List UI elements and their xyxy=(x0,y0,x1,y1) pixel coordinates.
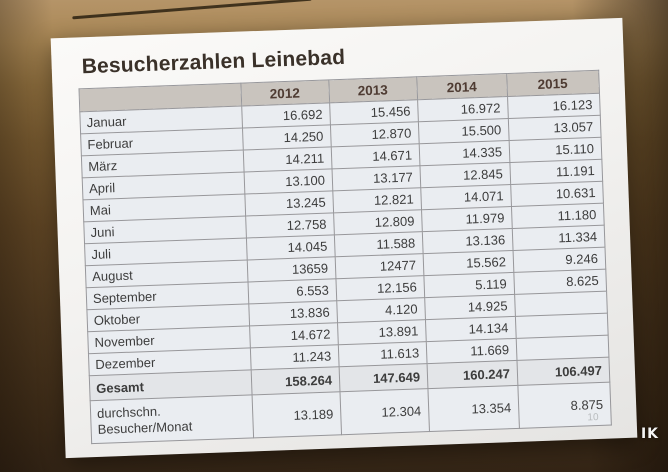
value-cell: 12.845 xyxy=(419,162,511,188)
average-value-2013: 12.304 xyxy=(339,388,430,435)
total-value-2015: 106.497 xyxy=(516,357,610,386)
value-cell: 14.671 xyxy=(331,143,420,169)
value-cell: 13.245 xyxy=(244,190,334,217)
value-cell: 12.821 xyxy=(332,187,422,213)
value-cell: 11.613 xyxy=(338,341,428,367)
value-cell: 12.809 xyxy=(333,209,423,235)
value-cell: 14.071 xyxy=(420,184,512,210)
total-value-2014: 160.247 xyxy=(427,360,518,389)
value-cell: 4.120 xyxy=(336,297,426,323)
value-cell: 14.250 xyxy=(242,124,332,151)
value-cell: 15.500 xyxy=(418,118,510,144)
value-cell: 16.692 xyxy=(241,102,331,129)
value-cell: 11.243 xyxy=(250,344,340,370)
value-cell: 13.100 xyxy=(244,168,333,195)
value-cell: 13.136 xyxy=(422,228,514,254)
value-cell: 14.335 xyxy=(419,140,510,166)
average-label-line1: durchschn. xyxy=(96,403,161,421)
average-value-2014: 13.354 xyxy=(427,385,520,432)
year-header-2015: 2015 xyxy=(506,70,600,97)
value-cell: 14.211 xyxy=(243,146,333,173)
value-cell: 14.045 xyxy=(246,234,336,260)
value-cell: 12477 xyxy=(335,253,424,279)
value-cell: 5.119 xyxy=(423,272,515,298)
value-cell: 13659 xyxy=(247,256,336,282)
value-cell: 13.891 xyxy=(337,319,427,345)
value-cell: 11.588 xyxy=(334,231,424,257)
year-header-2013: 2013 xyxy=(328,76,418,103)
value-cell: 15.562 xyxy=(423,250,514,276)
value-cell: 11.669 xyxy=(426,338,517,364)
photographer-watermark: IK xyxy=(640,426,659,442)
value-cell: 14.134 xyxy=(425,316,517,342)
value-cell: 16.972 xyxy=(417,96,509,122)
value-cell: 12.758 xyxy=(245,212,335,238)
year-header-2014: 2014 xyxy=(416,73,508,100)
value-cell: 14.672 xyxy=(249,322,339,348)
value-cell: 15.456 xyxy=(329,99,419,125)
months-body: Januar 16.692 15.456 16.972 16.123 Februar 14.… xyxy=(79,93,609,376)
total-value-2013: 147.649 xyxy=(339,363,428,392)
total-value-2012: 158.264 xyxy=(251,366,340,395)
value-cell: 14.925 xyxy=(424,294,516,320)
value-cell: 12.870 xyxy=(330,121,420,147)
value-cell: 6.553 xyxy=(248,278,337,304)
ceiling-edge-line xyxy=(72,0,312,20)
value-cell: 11.979 xyxy=(421,206,513,232)
slide-page-number: 10 xyxy=(587,412,599,424)
visitor-numbers-table: 2012 2013 2014 2015 Januar 16.692 15.456 16.97… xyxy=(78,70,612,444)
value-cell: 13.177 xyxy=(332,165,421,191)
average-value-2012: 13.189 xyxy=(252,391,342,438)
value-cell: 13.836 xyxy=(248,300,338,326)
average-label: durchschn. Besucher/Monat xyxy=(90,394,254,444)
presentation-slide: Besucherzahlen Leinebad 2012 2013 2014 2015… xyxy=(50,17,638,459)
year-header-2012: 2012 xyxy=(240,79,330,107)
value-cell: 12.156 xyxy=(335,275,425,301)
average-label-line2: Besucher/Monat xyxy=(97,418,193,437)
